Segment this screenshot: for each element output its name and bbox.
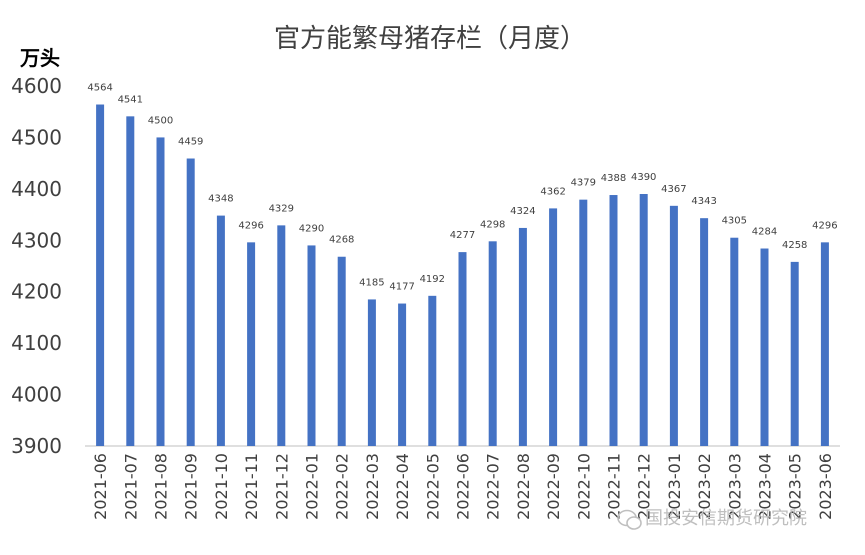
y-tick-label: 4200 — [11, 280, 62, 304]
x-tick-label: 2022-03 — [363, 453, 382, 520]
x-tick-label: 2021-07 — [121, 453, 140, 520]
x-tick-label: 2022-09 — [544, 453, 563, 520]
data-label: 4564 — [87, 83, 112, 94]
y-tick-label: 4500 — [11, 125, 62, 149]
data-labels: 4564 4541 4500 4459 4348 4296 4329 4290 4268 4185… — [87, 83, 837, 293]
data-label: 4277 — [450, 230, 475, 241]
bar — [156, 137, 165, 446]
bar — [96, 104, 105, 446]
data-label: 4362 — [540, 186, 565, 197]
bar — [367, 299, 376, 446]
x-tick-label: 2023-02 — [695, 453, 714, 520]
bar — [820, 242, 829, 446]
bar — [428, 295, 437, 446]
x-tick-label: 2021-12 — [272, 453, 291, 520]
bar — [337, 256, 346, 446]
data-label: 4185 — [359, 277, 384, 288]
bar — [790, 261, 799, 446]
data-label: 4298 — [480, 219, 505, 230]
bar-series — [96, 104, 829, 446]
x-tick-label: 2022-08 — [514, 453, 533, 520]
bar — [216, 215, 225, 446]
bar — [549, 208, 558, 446]
bar — [700, 218, 709, 446]
data-label: 4296 — [812, 220, 837, 231]
bar — [307, 245, 316, 446]
bar — [458, 252, 467, 446]
data-label: 4367 — [661, 184, 686, 195]
bar — [760, 248, 769, 446]
y-axis-ticks: 3900 4000 4100 4200 4300 4400 4500 4600 — [11, 74, 62, 458]
x-tick-label: 2022-12 — [635, 453, 654, 520]
data-label: 4296 — [238, 220, 263, 231]
data-label: 4348 — [208, 194, 233, 205]
chart-title: 官方能繁母猪存栏（月度） — [274, 24, 586, 54]
bar — [669, 205, 678, 446]
x-tick-label: 2021-09 — [182, 453, 201, 520]
bar — [730, 237, 739, 446]
bar — [518, 227, 527, 446]
data-label: 4329 — [269, 203, 294, 214]
data-label: 4177 — [389, 282, 414, 293]
x-tick-label: 2021-10 — [212, 453, 231, 520]
bar — [126, 116, 135, 446]
y-tick-label: 4000 — [11, 383, 62, 407]
watermark-text: 国投安信期货研究院 — [645, 508, 807, 529]
bar — [186, 158, 195, 446]
y-tick-label: 4100 — [11, 331, 62, 355]
bar — [277, 225, 286, 446]
y-axis-unit-label: 万头 — [19, 46, 60, 70]
data-label: 4268 — [329, 235, 354, 246]
y-tick-label: 4600 — [11, 74, 62, 98]
bar — [488, 241, 497, 446]
data-label: 4379 — [571, 178, 596, 189]
x-tick-label: 2023-06 — [816, 453, 835, 520]
data-label: 4192 — [420, 274, 445, 285]
x-tick-label: 2023-05 — [786, 453, 805, 520]
bar — [579, 199, 588, 446]
x-tick-label: 2023-01 — [665, 453, 684, 520]
data-label: 4284 — [752, 227, 777, 238]
x-tick-label: 2022-05 — [423, 453, 442, 520]
x-tick-label: 2022-01 — [303, 453, 322, 520]
data-label: 4258 — [782, 240, 807, 251]
data-label: 4388 — [601, 173, 626, 184]
data-label: 4541 — [118, 94, 143, 105]
bar — [398, 303, 407, 446]
bar — [639, 194, 648, 446]
x-tick-label: 2022-04 — [393, 453, 412, 520]
x-tick-label: 2021-11 — [242, 453, 261, 520]
data-label: 4390 — [631, 172, 656, 183]
data-label: 4305 — [722, 216, 747, 227]
y-tick-label: 4300 — [11, 228, 62, 252]
y-tick-label: 3900 — [11, 434, 62, 458]
x-tick-label: 2022-07 — [484, 453, 503, 520]
wechat-icon — [617, 509, 642, 530]
x-tick-label: 2023-03 — [725, 453, 744, 520]
y-tick-label: 4400 — [11, 177, 62, 201]
data-label: 4459 — [178, 137, 203, 148]
bar — [609, 195, 618, 446]
bar — [247, 242, 256, 446]
data-label: 4343 — [691, 196, 716, 207]
x-tick-label: 2022-11 — [605, 453, 624, 520]
x-tick-label: 2021-06 — [91, 453, 110, 520]
x-tick-label: 2023-04 — [756, 453, 775, 520]
data-label: 4500 — [148, 115, 173, 126]
data-label: 4290 — [299, 223, 324, 234]
x-tick-label: 2021-08 — [152, 453, 171, 520]
watermark: 国投安信期货研究院 — [617, 508, 807, 530]
x-tick-label: 2022-10 — [574, 453, 593, 520]
x-tick-label: 2022-06 — [454, 453, 473, 520]
data-label: 4324 — [510, 206, 535, 217]
x-axis-ticks: 2021-06 2021-07 2021-08 2021-09 2021-10 2021-… — [91, 453, 835, 520]
x-tick-label: 2022-02 — [333, 453, 352, 520]
